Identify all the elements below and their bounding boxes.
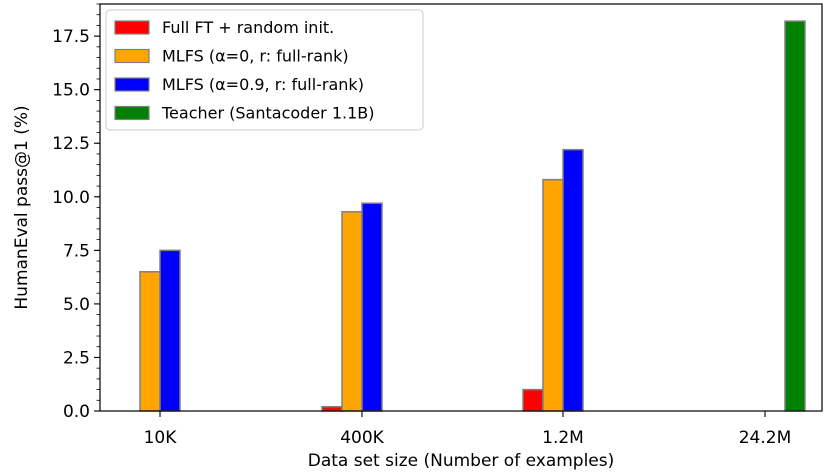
legend-box bbox=[105, 9, 424, 131]
y-tick-label: 12.5 bbox=[52, 134, 90, 154]
y-tick-label: 10.0 bbox=[52, 188, 90, 208]
legend-swatch bbox=[114, 77, 150, 92]
x-tick-label: 24.2M bbox=[739, 428, 792, 448]
bar-1.2M-series-2 bbox=[562, 148, 584, 412]
bar-10K-series-1 bbox=[139, 271, 161, 412]
legend-label: MLFS (α=0.9, r: full-rank) bbox=[162, 75, 364, 94]
bar-400K-series-1 bbox=[341, 211, 363, 412]
legend-swatch bbox=[114, 20, 150, 35]
y-tick-label: 5.0 bbox=[63, 295, 90, 315]
bar-400K-series-0 bbox=[321, 405, 343, 412]
legend-label: MLFS (α=0, r: full-rank) bbox=[162, 47, 349, 66]
x-tick-label: 400K bbox=[340, 428, 384, 448]
legend-swatch bbox=[114, 105, 150, 121]
bars-group bbox=[139, 20, 806, 412]
x-tick-label: 10K bbox=[144, 428, 178, 448]
bar-10K-series-2 bbox=[159, 249, 181, 412]
y-tick-label: 0.0 bbox=[63, 402, 90, 422]
bar-400K-series-2 bbox=[361, 202, 383, 412]
bar-1.2M-series-0 bbox=[522, 388, 544, 412]
bar-24.2M-series-3 bbox=[784, 20, 806, 412]
x-axis-title: Data set size (Number of examples) bbox=[308, 451, 615, 471]
y-tick-label: 7.5 bbox=[63, 241, 90, 261]
y-tick-label: 2.5 bbox=[63, 348, 90, 368]
legend-label: Full FT + random init. bbox=[162, 18, 334, 37]
y-tick-label: 17.5 bbox=[52, 27, 90, 47]
legend-swatch bbox=[114, 48, 150, 64]
legend: Full FT + random init. MLFS (α=0, r: full… bbox=[105, 9, 424, 131]
legend-label: Teacher (Santacoder 1.1B) bbox=[161, 104, 374, 123]
y-axis: 0.0 2.5 5.0 7.5 10.0 12.5 15.0 17.5 bbox=[52, 3, 100, 422]
y-axis-title: HumanEval pass@1 (%) bbox=[12, 105, 32, 309]
x-axis: 10K 400K 1.2M 24.2M bbox=[144, 411, 792, 448]
x-tick-label: 1.2M bbox=[542, 428, 584, 448]
bar-1.2M-series-1 bbox=[542, 178, 564, 412]
y-tick-label: 15.0 bbox=[52, 81, 90, 101]
